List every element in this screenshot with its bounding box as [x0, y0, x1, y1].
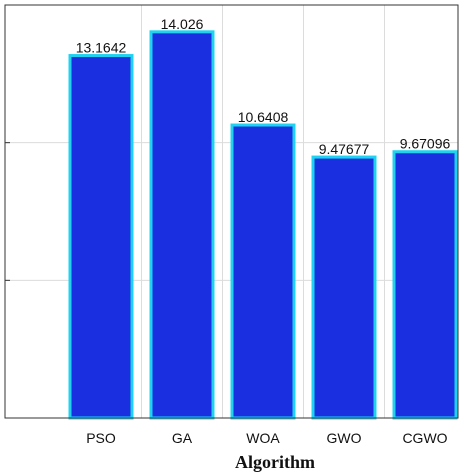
bar-cgwo: [392, 150, 458, 420]
data-label-cgwo: 9.67096: [400, 136, 451, 152]
data-label-pso: 13.1642: [76, 40, 127, 56]
x-axis-label: Algorithm: [235, 452, 315, 472]
x-tick-label-woa: WOA: [246, 430, 280, 446]
data-labels-group: 13.1642 14.026 10.6408 9.47677 9.67096: [76, 16, 451, 157]
x-tick-label-pso: PSO: [86, 430, 116, 446]
data-label-ga: 14.026: [161, 16, 204, 32]
bar-ga: [149, 30, 215, 420]
data-label-woa: 10.6408: [238, 109, 289, 125]
bar-woa: [230, 123, 296, 420]
bar-gwo: [311, 155, 377, 420]
plot-frame: [4, 4, 459, 419]
x-tick-label-ga: GA: [172, 430, 193, 446]
x-tick-label-cgwo: CGWO: [402, 430, 447, 446]
bars-group: [68, 30, 458, 420]
bar-pso: [68, 54, 134, 420]
x-tick-label-gwo: GWO: [327, 430, 362, 446]
data-label-gwo: 9.47677: [319, 141, 370, 157]
x-tick-labels-group: PSO GA WOA GWO CGWO: [86, 430, 447, 446]
